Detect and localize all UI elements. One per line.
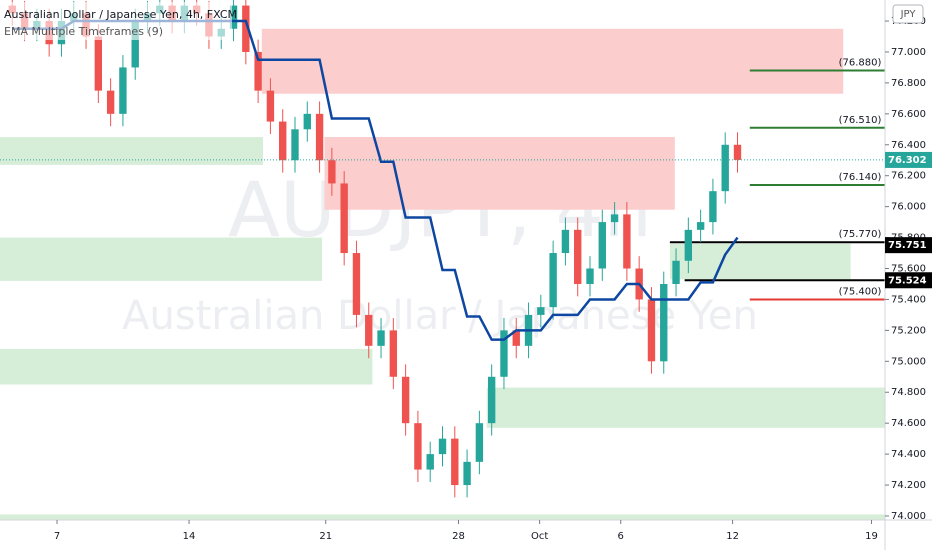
zone <box>669 243 851 280</box>
zone <box>486 387 885 428</box>
y-tick-label: 76.800 <box>891 78 926 89</box>
candle-body <box>266 90 275 122</box>
subtitle: EMA Multiple Timeframes (9) <box>4 25 163 38</box>
currency-box <box>892 4 924 24</box>
y-tick-label: 76.600 <box>891 109 926 120</box>
x-tick-label: 28 <box>452 531 465 542</box>
candle-body <box>303 113 311 130</box>
candle-body <box>328 160 336 184</box>
level-label: (75.400) <box>839 286 882 297</box>
candle-body <box>487 376 496 424</box>
y-tick-label: 74.600 <box>891 418 926 429</box>
candle-body <box>291 129 299 161</box>
candle-body <box>610 214 619 223</box>
price-tag <box>885 272 932 289</box>
candle-body <box>647 299 656 362</box>
candle-body <box>254 51 262 91</box>
header-bg <box>0 2 232 40</box>
candle-body <box>106 90 115 114</box>
x-tick-label: Oct <box>531 531 548 542</box>
candle-body <box>426 454 434 470</box>
candle-body <box>131 21 139 68</box>
candle-body <box>598 222 606 269</box>
zone <box>0 348 373 385</box>
candle-body <box>377 330 385 346</box>
candle-body <box>660 283 668 362</box>
level-label: (75.770) <box>839 229 882 240</box>
candle-body <box>352 253 361 315</box>
level-label: (76.880) <box>839 58 882 69</box>
price-tag-label: 76.302 <box>888 155 927 166</box>
candle-body <box>537 307 545 315</box>
candle-body <box>696 222 705 230</box>
candle-body <box>365 314 373 346</box>
y-tick-label: 75.400 <box>891 294 926 305</box>
zone <box>0 137 264 165</box>
candle-body <box>623 214 631 269</box>
candle-body <box>94 36 103 91</box>
price-tag-label: 75.751 <box>888 240 927 251</box>
candle-body <box>315 113 324 161</box>
y-tick-label: 75.000 <box>891 356 926 367</box>
candle-body <box>709 191 717 223</box>
level-label: (76.140) <box>839 172 882 183</box>
y-tick-label: 74.800 <box>891 387 926 398</box>
candle-body <box>721 144 729 192</box>
y-tick-label: 74.200 <box>891 480 926 491</box>
y-tick-label: 76.200 <box>891 171 926 182</box>
zone <box>0 514 885 520</box>
y-tick-label: 76.000 <box>891 202 926 213</box>
candle-body <box>438 438 447 455</box>
currency: JPY <box>900 9 917 20</box>
candle-body <box>451 438 459 486</box>
candle-body <box>512 330 520 346</box>
title: Australian Dollar / Japanese Yen, 4h, FX… <box>4 8 237 21</box>
y-tick-label: 76.400 <box>891 140 926 151</box>
plot-area: AUDJPY, 4hAustralian Dollar / Japanese Y… <box>0 0 885 520</box>
x-tick-label: 7 <box>54 531 60 542</box>
zone <box>0 237 323 281</box>
price-tag <box>885 151 932 168</box>
y-tick-label: 74.400 <box>891 449 926 460</box>
candle-body <box>500 330 508 377</box>
candle-body <box>733 144 742 160</box>
x-tick-label: 19 <box>865 531 878 542</box>
candle-body <box>279 121 287 161</box>
candle-body <box>475 423 484 462</box>
level-label: (76.510) <box>839 115 882 126</box>
candle-body <box>119 67 127 114</box>
candle-body <box>684 229 693 261</box>
candle-body <box>586 268 594 284</box>
price-tag-label: 75.524 <box>888 275 927 286</box>
candle-body <box>414 423 422 470</box>
x-tick-label: 21 <box>319 531 332 542</box>
candle-body <box>340 183 348 254</box>
zone <box>261 28 844 94</box>
zone <box>324 137 675 210</box>
x-tick-label: 12 <box>726 531 739 542</box>
y-tick-label: 77.000 <box>891 47 926 58</box>
candle-body <box>672 260 680 284</box>
y-tick-label: 74.000 <box>891 511 926 522</box>
candle-body <box>229 5 238 29</box>
x-tick-label: 14 <box>183 531 196 542</box>
price-tag <box>885 237 932 254</box>
candle-body <box>574 229 582 284</box>
y-tick-label: 75.200 <box>891 325 926 336</box>
candle-body <box>401 376 410 424</box>
candle-body <box>242 5 250 52</box>
y-tick-label: 75.600 <box>891 264 926 275</box>
candle-body <box>561 229 570 254</box>
candle-body <box>549 253 557 308</box>
x-tick-label: 6 <box>618 531 624 542</box>
candle-body <box>463 461 471 486</box>
candle-body <box>389 330 398 377</box>
